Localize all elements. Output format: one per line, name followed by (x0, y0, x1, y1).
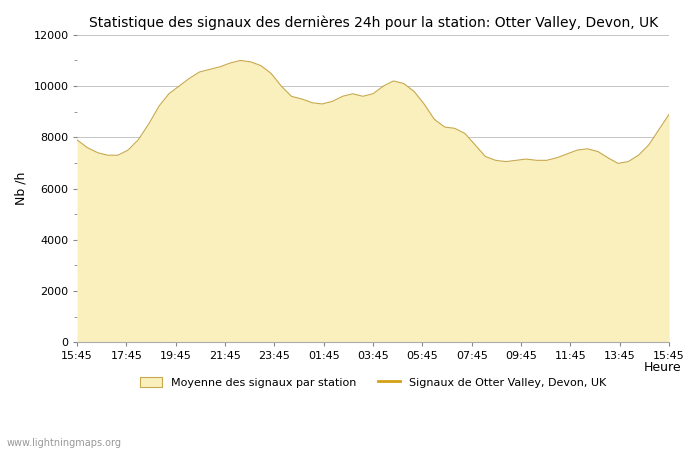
X-axis label: Heure: Heure (643, 360, 681, 374)
Title: Statistique des signaux des dernières 24h pour la station: Otter Valley, Devon, : Statistique des signaux des dernières 24… (88, 15, 657, 30)
Y-axis label: Nb /h: Nb /h (15, 172, 28, 205)
Legend: Moyenne des signaux par station, Signaux de Otter Valley, Devon, UK: Moyenne des signaux par station, Signaux… (135, 372, 611, 392)
Text: www.lightningmaps.org: www.lightningmaps.org (7, 438, 122, 448)
